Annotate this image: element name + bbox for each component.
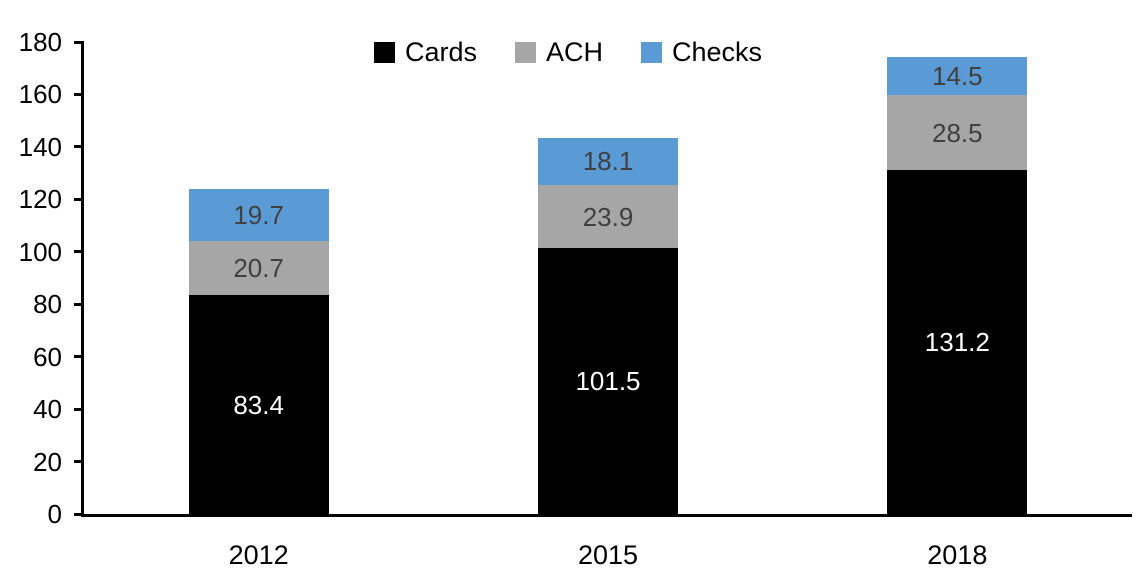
bar-segment-checks	[188, 189, 329, 242]
y-axis-tick	[74, 197, 84, 201]
bar-segment-value-label: 23.9	[582, 201, 634, 232]
y-axis-tick	[74, 250, 84, 254]
y-axis-tick-label: 180	[18, 27, 62, 57]
bar-segment-value-label: 28.5	[932, 117, 983, 148]
y-axis-tick	[74, 92, 84, 96]
y-axis-tick-label: 160	[18, 79, 62, 110]
legend-item-cards: Cards	[373, 37, 477, 67]
bar-segment-checks	[538, 137, 678, 186]
bar-segment-ach	[887, 95, 1028, 170]
legend-label: Cards	[404, 37, 477, 67]
bar-segment-value-label: 83.4	[233, 389, 284, 420]
legend-swatch-cards	[373, 41, 395, 63]
y-axis-tick-label: 100	[18, 236, 62, 267]
x-axis-category-label: 2012	[228, 540, 289, 570]
bar-segment-cards	[887, 169, 1028, 514]
legend-label: ACH	[545, 37, 603, 67]
bar-segment-checks	[887, 57, 1028, 96]
y-axis-tick-label: 20	[33, 446, 62, 477]
legend-item-checks: Checks	[641, 37, 762, 67]
chart-legend: Cards ACH Checks	[0, 36, 1136, 68]
bar-segment-value-label: 18.1	[582, 146, 634, 177]
y-axis-tick	[74, 460, 84, 464]
y-axis-tick	[74, 145, 84, 149]
y-axis-tick	[74, 40, 84, 44]
legend-label: Checks	[672, 37, 763, 67]
x-axis-category-label: 2015	[577, 540, 639, 570]
bar-segment-value-label: 101.5	[575, 365, 641, 396]
y-axis-tick	[74, 407, 84, 411]
bar-segment-value-label: 131.2	[924, 326, 990, 357]
bar-segment-ach	[538, 185, 678, 248]
bar-segment-value-label: 20.7	[233, 253, 284, 284]
y-axis-tick-label: 40	[33, 394, 62, 425]
y-axis-tick-label: 120	[18, 184, 62, 215]
x-axis-category-label: 2018	[927, 540, 988, 570]
y-axis-tick-label: 140	[18, 131, 62, 162]
bar-segment-value-label: 19.7	[233, 200, 284, 231]
y-axis-tick	[74, 512, 84, 516]
y-axis-tick	[74, 302, 84, 306]
bar-segment-ach	[188, 241, 329, 296]
y-axis-line	[81, 41, 84, 517]
legend-swatch-ach	[514, 41, 536, 63]
y-axis-tick-label: 0	[47, 499, 62, 529]
x-axis-line	[81, 514, 1132, 517]
y-axis-tick	[74, 355, 84, 359]
legend-swatch-checks	[641, 41, 662, 63]
y-axis-tick-label: 80	[33, 289, 62, 320]
bar-segment-value-label: 14.5	[932, 61, 983, 92]
y-axis-tick-label: 60	[33, 341, 62, 372]
bar-segment-cards	[188, 295, 329, 514]
legend-item-ach: ACH	[514, 37, 603, 67]
bar-segment-cards	[538, 247, 678, 514]
